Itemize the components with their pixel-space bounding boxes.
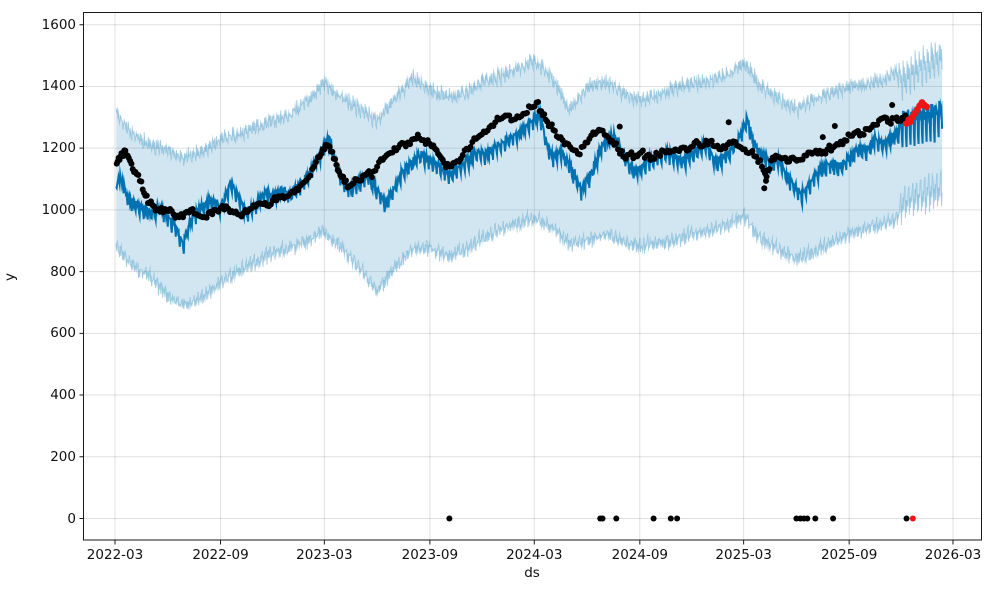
y-tick-label: 1000 [41, 201, 76, 218]
x-axis-label: ds [524, 565, 540, 581]
x-tick-label: 2022-09 [192, 547, 249, 563]
x-tick-label: 2026-03 [924, 547, 982, 563]
x-tick-label: 2025-09 [820, 547, 878, 563]
y-tick-label: 0 [67, 510, 76, 527]
x-tick-label: 2024-03 [506, 547, 563, 563]
y-tick-label: 1600 [41, 16, 76, 33]
y-tick-label: 1400 [41, 78, 76, 95]
y-tick-label: 1200 [41, 140, 76, 157]
y-tick-label: 200 [50, 448, 76, 465]
x-tick-label: 2024-09 [611, 547, 669, 563]
y-axis-label: y [2, 273, 18, 281]
x-tick-label: 2022-03 [86, 547, 144, 563]
y-tick-label: 400 [50, 387, 76, 404]
y-tick-label: 600 [50, 325, 76, 342]
x-tick-label: 2025-03 [715, 547, 772, 563]
x-tick-label: 2023-09 [401, 547, 459, 563]
x-tick-label: 2023-03 [296, 547, 353, 563]
y-tick-label: 800 [50, 263, 76, 280]
